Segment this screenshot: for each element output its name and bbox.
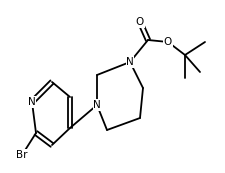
Text: O: O — [136, 17, 144, 27]
Text: Br: Br — [16, 150, 28, 160]
Text: N: N — [28, 97, 36, 107]
Text: N: N — [93, 100, 101, 110]
Text: O: O — [164, 37, 172, 47]
Text: N: N — [126, 57, 134, 67]
